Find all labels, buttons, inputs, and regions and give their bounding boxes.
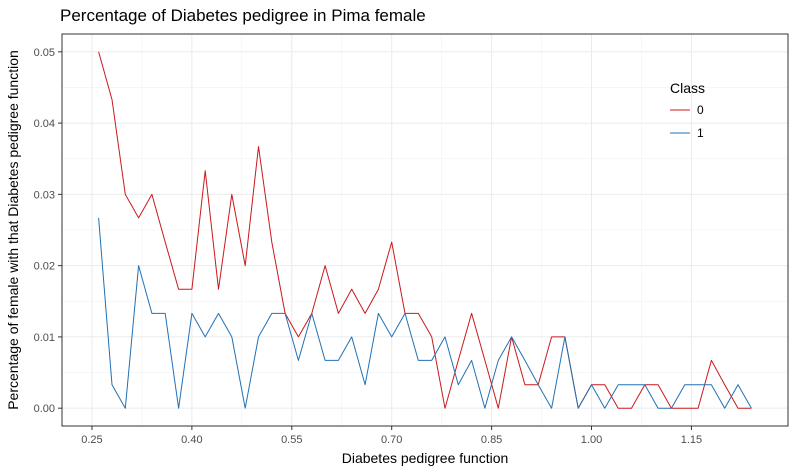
y-tick-label: 0.02 <box>34 261 55 273</box>
y-tick-label: 0.04 <box>34 118 55 130</box>
plot-border <box>61 33 789 427</box>
legend-title: Class <box>670 80 705 96</box>
legend-label-1: 1 <box>697 126 704 140</box>
chart-title: Percentage of Diabetes pedigree in Pima … <box>60 6 426 25</box>
x-tick-label: 0.70 <box>381 434 402 446</box>
x-tick-label: 0.25 <box>81 434 102 446</box>
y-tick-label: 0.00 <box>34 403 55 415</box>
legend-item-0: 0 <box>670 103 704 117</box>
legend: Class 0 1 <box>670 80 705 140</box>
x-tick-label: 0.40 <box>181 434 202 446</box>
y-tick-label: 0.03 <box>34 189 55 201</box>
x-tick-label: 0.85 <box>481 434 502 446</box>
y-tick-label: 0.01 <box>34 332 55 344</box>
series-line-1 <box>98 217 752 409</box>
x-tick-label: 1.00 <box>581 434 602 446</box>
series-line-0 <box>98 51 752 409</box>
grid <box>62 34 788 426</box>
legend-label-0: 0 <box>697 103 704 117</box>
series-lines <box>98 51 752 409</box>
x-tick-label: 1.15 <box>681 434 702 446</box>
y-axis: 0.00 0.01 0.02 0.03 0.04 0.05 <box>34 47 62 415</box>
y-axis-title: Percentage of female with that Diabetes … <box>5 50 21 410</box>
x-tick-label: 0.55 <box>281 434 302 446</box>
x-axis: 0.25 0.40 0.55 0.70 0.85 1.00 1.15 <box>81 426 702 446</box>
legend-item-1: 1 <box>670 126 704 140</box>
y-tick-label: 0.05 <box>34 47 55 59</box>
x-axis-title: Diabetes pedigree function <box>342 450 509 466</box>
